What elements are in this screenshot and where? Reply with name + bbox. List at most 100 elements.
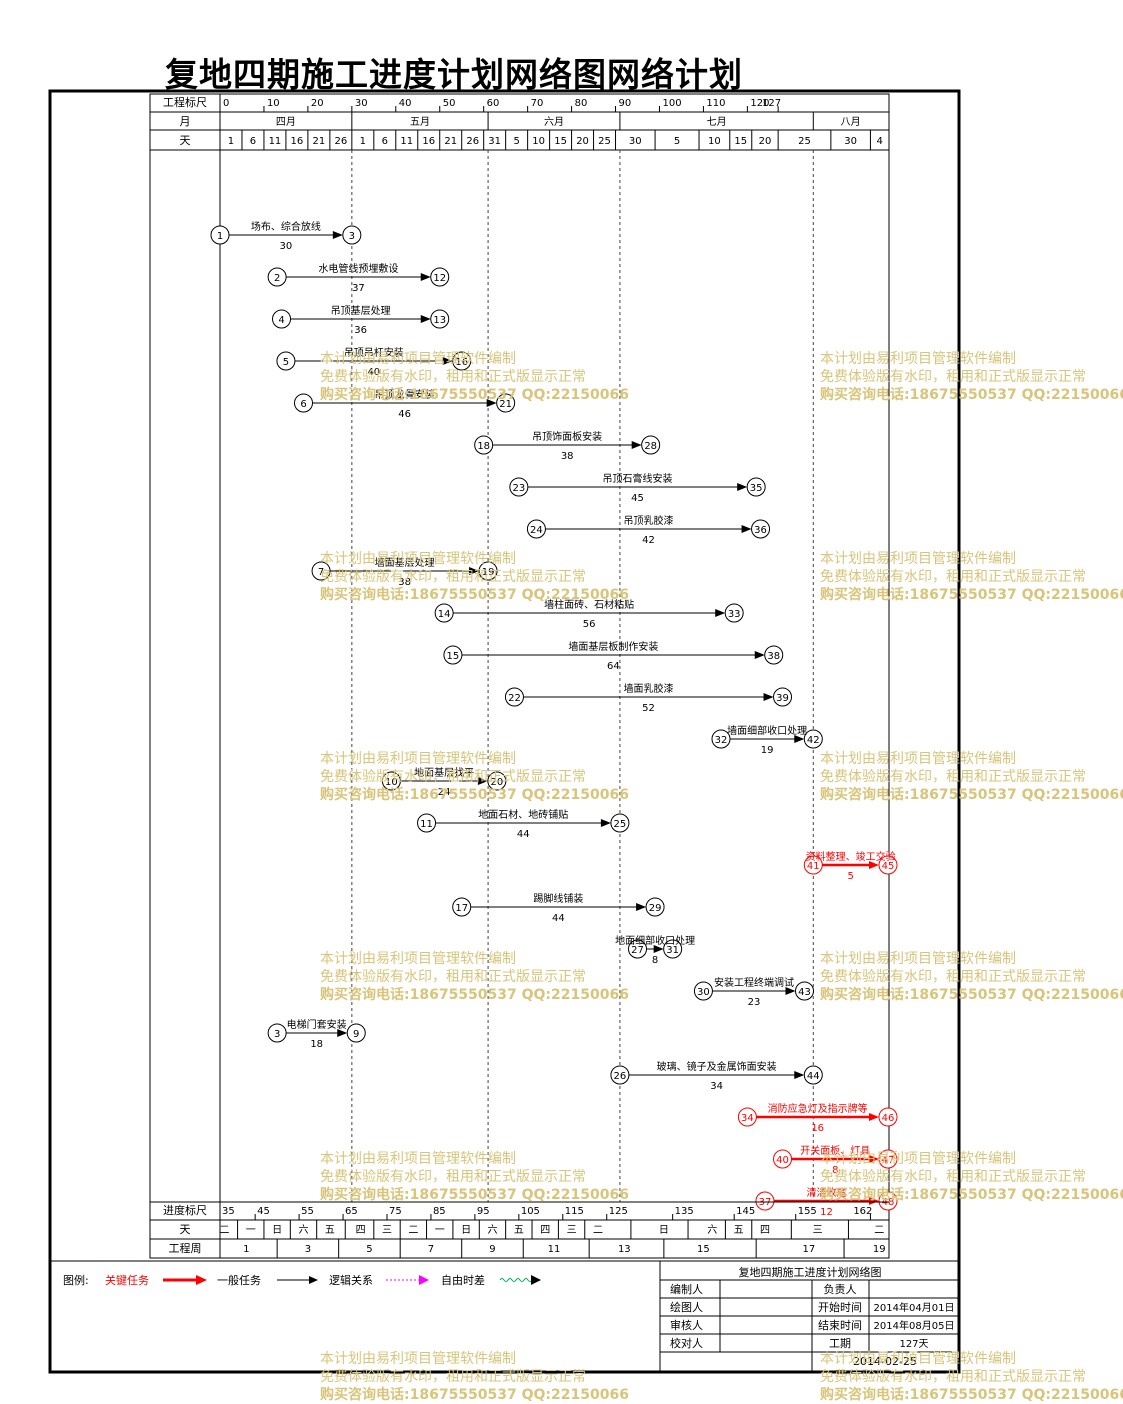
end-node-label: 12 — [433, 273, 446, 284]
task-duration: 23 — [748, 997, 761, 1008]
task-7-19: 7 19 墙面基层处理 38 — [311, 556, 498, 588]
task-name: 吊顶吊杆安装 — [344, 346, 404, 359]
week-number: 17 — [803, 1244, 816, 1255]
start-node — [755, 1191, 775, 1211]
day-number: 11 — [400, 136, 413, 147]
task-name: 墙面乳胶漆 — [623, 682, 673, 695]
arrow-head — [741, 525, 752, 533]
end-node — [645, 897, 665, 917]
end-node-label: 35 — [750, 483, 763, 494]
day-number: 16 — [422, 136, 435, 147]
task-name: 墙柱面砖、石材粘贴 — [544, 598, 634, 611]
info-left-label: 审核人 — [670, 1318, 703, 1332]
start-node — [803, 855, 823, 875]
arrow-head — [763, 693, 774, 701]
start-node-label: 26 — [614, 1071, 627, 1082]
progress-tick-label: 45 — [257, 1206, 270, 1217]
task-duration: 19 — [761, 745, 774, 756]
arrow-head — [869, 1155, 879, 1163]
progress-tick-label: 135 — [675, 1206, 694, 1217]
weekday: 四 — [540, 1225, 550, 1236]
end-node-label: 36 — [754, 525, 767, 536]
start-node-label: 41 — [807, 861, 820, 872]
diagram-frame — [48, 89, 961, 1374]
start-node-label: 24 — [530, 525, 543, 536]
scale-tick-label: 10 — [267, 98, 280, 109]
scale-tick-label: 70 — [531, 98, 544, 109]
weekday: 三 — [567, 1225, 577, 1236]
task-name: 玻璃、镜子及金属饰面安装 — [657, 1060, 777, 1073]
end-node-label: 46 — [882, 1113, 895, 1124]
task-34-46: 34 46 消防应急灯及指示牌等 16 — [737, 1102, 898, 1134]
task-duration: 64 — [607, 661, 620, 672]
task-14-33: 14 33 墙柱面砖、石材粘贴 56 — [434, 598, 744, 630]
legend-label: 图例: — [63, 1273, 89, 1287]
month-name: 五月 — [410, 116, 430, 128]
arrow-head — [469, 567, 480, 575]
week-number: 19 — [873, 1244, 886, 1255]
weekday: 六 — [707, 1224, 717, 1236]
task-30-43: 30 43 安装工程终端调试 23 — [693, 976, 814, 1008]
arrow-head — [332, 231, 343, 239]
month-name: 六月 — [544, 116, 564, 128]
progress-tick-label: 85 — [433, 1206, 446, 1217]
task-26-44: 26 44 玻璃、镜子及金属饰面安装 34 — [610, 1060, 823, 1092]
week-label: 工程周 — [169, 1242, 202, 1255]
weekday: 五 — [325, 1225, 335, 1236]
task-name: 开关面板、灯具 — [800, 1144, 870, 1157]
arrow-head — [869, 1197, 879, 1205]
end-node-label: 16 — [455, 357, 468, 368]
day-number: 11 — [269, 136, 282, 147]
start-node — [452, 897, 472, 917]
end-node-label: 47 — [882, 1155, 895, 1166]
start-node-label: 2 — [274, 273, 280, 284]
arrow-head — [737, 483, 748, 491]
end-node — [487, 771, 507, 791]
end-node — [342, 225, 362, 245]
task-name: 吊顶饰面板安装 — [532, 430, 602, 443]
scale-tick-label: 80 — [575, 98, 588, 109]
task-duration: 36 — [354, 325, 367, 336]
start-node-label: 27 — [631, 945, 644, 956]
info-value: 127天 — [899, 1339, 928, 1350]
day-number: 26 — [466, 136, 479, 147]
task-name: 水电管线预埋敷设 — [318, 262, 398, 275]
start-node — [294, 393, 313, 413]
task-duration: 42 — [642, 535, 655, 546]
task-duration: 56 — [583, 619, 596, 630]
task-name: 吊顶乳胶漆 — [623, 514, 673, 527]
task-4-13: 4 13 吊顶基层处理 36 — [272, 304, 450, 336]
task-name: 消防应急灯及指示牌等 — [768, 1102, 868, 1115]
task-22-39: 22 39 墙面乳胶漆 52 — [504, 682, 793, 714]
task-23-35: 23 35 吊顶石膏线安装 45 — [509, 472, 766, 504]
end-node — [496, 393, 516, 413]
arrow-head — [794, 1071, 805, 1079]
arrow-head — [715, 609, 726, 617]
start-node — [628, 939, 647, 959]
weekday: 日 — [272, 1225, 282, 1236]
legend-normal-label: 一般任务 — [217, 1274, 261, 1287]
legend-logic-arrow — [419, 1275, 429, 1285]
timescale-header: 工程标尺月天0 10 20 30 40 50 60 70 80 90 100 110 120127四月五… — [150, 95, 889, 151]
task-duration: 8 — [832, 1165, 838, 1176]
day-number: 21 — [444, 136, 457, 147]
end-node — [430, 267, 450, 287]
weekday: 二 — [408, 1225, 418, 1236]
start-node — [773, 1149, 793, 1169]
day-number: 6 — [382, 136, 388, 147]
scale-tick-label: 40 — [399, 98, 412, 109]
task-name: 资料整理、竣工交验 — [806, 850, 896, 863]
arrow-head — [337, 1029, 348, 1037]
start-node-label: 4 — [278, 315, 284, 326]
scale-tick-label: 120 — [750, 98, 769, 109]
day-number: 10 — [532, 136, 545, 147]
task-duration: 8 — [652, 955, 658, 966]
task-name: 吊顶石膏线安装 — [603, 472, 673, 485]
task-2-12: 2 12 水电管线预埋敷设 37 — [267, 262, 450, 294]
end-node-label: 44 — [807, 1071, 820, 1082]
start-node — [610, 1065, 630, 1085]
info-left-label: 编制人 — [670, 1282, 703, 1296]
arrow-head — [653, 945, 664, 953]
